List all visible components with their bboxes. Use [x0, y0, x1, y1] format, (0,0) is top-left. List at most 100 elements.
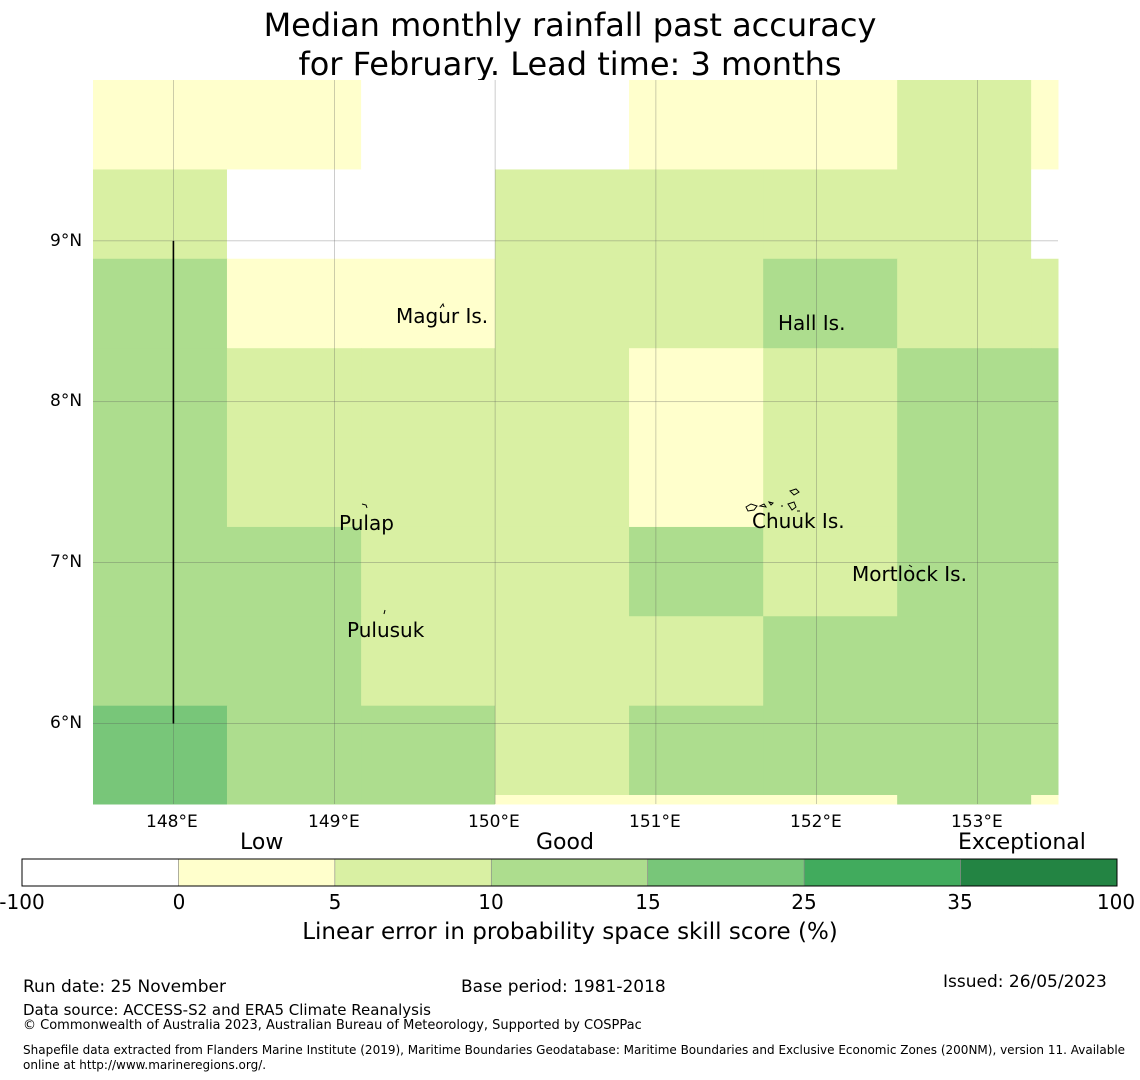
grid-cell	[1031, 794, 1059, 805]
lon-tick-149: 149°E	[308, 812, 360, 832]
colorbar-tick-minus100: -100	[0, 890, 45, 914]
grid-cell	[495, 258, 630, 349]
grid-cell	[629, 80, 764, 170]
grid-cell	[361, 169, 496, 260]
lon-tick-153: 153°E	[951, 812, 1003, 832]
grid-cell	[897, 348, 1032, 438]
shapefile-credit-line-1: Shapefile data extracted from Flanders M…	[23, 1043, 1126, 1057]
colorbar-swatch	[21, 858, 179, 887]
grid-cell	[93, 80, 228, 170]
colorbar-header-low: Low	[240, 830, 284, 855]
grid-cell	[763, 348, 898, 438]
chart-title-line-2: for February. Lead time: 3 months	[298, 45, 842, 83]
colorbar-swatch	[490, 858, 649, 887]
grid-cell	[1031, 437, 1059, 528]
grid-cell	[93, 169, 228, 260]
grid-cell	[495, 437, 630, 528]
grid-cell	[1031, 526, 1059, 617]
grid-cell	[897, 169, 1032, 260]
colorbar-tick-0: 0	[172, 890, 186, 914]
grid-cell	[93, 258, 228, 349]
grid-cell	[226, 258, 362, 349]
grid-cell	[897, 258, 1032, 349]
grid-cell	[897, 526, 1032, 617]
grid-cell	[629, 348, 764, 438]
lat-tick-8n: 8°N	[50, 391, 83, 411]
island-label-mortlock: Mortlock Is.	[852, 562, 967, 586]
grid-cell	[93, 794, 228, 805]
island-label-pulap: Pulap	[339, 511, 394, 535]
copyright: © Commonwealth of Australia 2023, Austra…	[23, 1018, 642, 1033]
base-period: Base period: 1981-2018	[461, 977, 666, 997]
grid-cell	[763, 169, 898, 260]
colorbar-frame	[21, 858, 1118, 887]
grid-cell	[361, 616, 496, 707]
grid-cell	[1031, 258, 1059, 349]
grid-cell	[361, 705, 496, 796]
island-label-chuuk: Chuuk Is.	[752, 509, 845, 533]
lon-tick-150: 150°E	[468, 812, 520, 832]
grid-cell	[361, 348, 496, 438]
lon-tick-148: 148°E	[146, 812, 198, 832]
magur-island-outline	[439, 302, 445, 309]
grid-cell	[763, 705, 898, 796]
grid-cell	[897, 616, 1032, 707]
grid-cell	[226, 794, 362, 805]
shapefile-credit-line-2: online at http://www.marineregions.org/.	[23, 1058, 267, 1072]
colorbar-label: Linear error in probability space skill …	[302, 919, 838, 945]
colorbar-header-exceptional: Exceptional	[958, 830, 1086, 855]
grid-cell	[93, 437, 228, 528]
chart-title-line-1: Median monthly rainfall past accuracy	[263, 6, 877, 44]
lat-tick-7n: 7°N	[50, 552, 83, 572]
colorbar-tick-35: 35	[947, 890, 973, 914]
grid-cell	[1031, 348, 1059, 438]
grid-cell	[897, 437, 1032, 528]
chuuk-island-outline	[745, 488, 800, 512]
grid-cell	[629, 526, 764, 617]
island-outlines	[361, 302, 913, 615]
colorbar-swatch	[960, 858, 1118, 887]
colorbar	[21, 858, 1118, 887]
grid-cell	[361, 526, 496, 617]
grid-cell	[226, 348, 362, 438]
colorbar-tick-25: 25	[791, 890, 817, 914]
grid-cell	[361, 80, 496, 170]
pulap-island-outline	[361, 503, 368, 509]
grid-cell	[93, 705, 228, 796]
pulusuk-island-outline	[383, 609, 386, 615]
grid-cell	[495, 526, 630, 617]
grid-cell	[629, 169, 764, 260]
issued-date: Issued: 26/05/2023	[943, 972, 1107, 992]
grid-cell	[495, 616, 630, 707]
grid-cell	[763, 794, 898, 805]
grid-cell	[1031, 705, 1059, 796]
grid-cell	[495, 705, 630, 796]
grid-cell	[495, 794, 630, 805]
grid-cell	[226, 437, 362, 528]
colorbar-swatch	[178, 858, 336, 887]
colorbar-header-good: Good	[536, 830, 594, 855]
grid-cell	[495, 169, 630, 260]
grid-cell	[763, 80, 898, 170]
grid-cell	[226, 526, 362, 617]
lat-tick-9n: 9°N	[50, 231, 83, 251]
grid-cell	[629, 616, 764, 707]
grid-cell	[897, 705, 1032, 796]
colorbar-tick-100: 100	[1096, 890, 1136, 914]
grid-cell	[1031, 169, 1059, 260]
grid-cell	[629, 705, 764, 796]
grid-cell	[763, 437, 898, 528]
grid-cell	[763, 258, 898, 349]
grid-cell	[1031, 80, 1059, 170]
colorbar-swatch	[647, 858, 805, 887]
graticule	[93, 80, 1058, 804]
grid-cell	[629, 437, 764, 528]
grid-cell	[897, 794, 1032, 805]
colorbar-tick-5: 5	[328, 890, 342, 914]
grid-cell	[361, 437, 496, 528]
grid-cell	[226, 80, 362, 170]
lon-tick-152: 152°E	[790, 812, 842, 832]
grid-cell	[897, 80, 1032, 170]
grid-cell	[495, 348, 630, 438]
